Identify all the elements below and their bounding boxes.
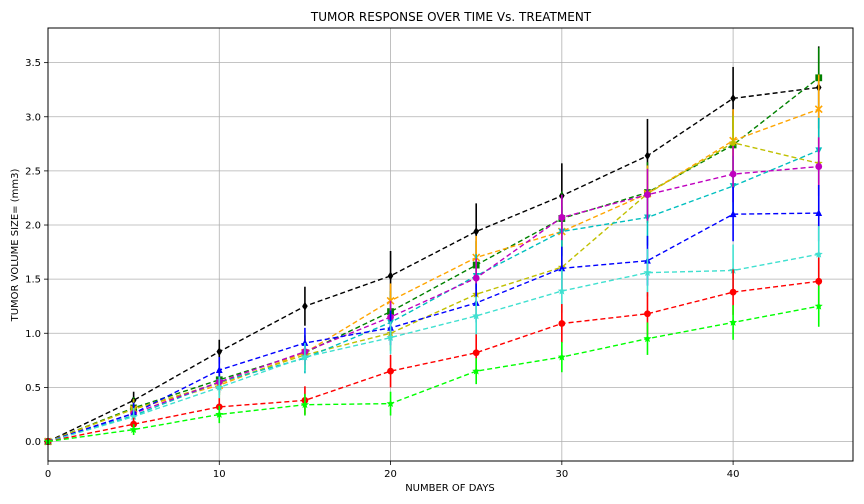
x-tick-label: 30 xyxy=(555,469,568,480)
series-line xyxy=(47,165,819,443)
series-line xyxy=(47,305,819,443)
data-point xyxy=(729,288,737,296)
data-point xyxy=(472,366,481,375)
data-point xyxy=(729,170,737,178)
data-point xyxy=(558,320,566,327)
data-point xyxy=(557,286,566,295)
data-point xyxy=(302,301,308,311)
data-point xyxy=(387,271,394,281)
series-line xyxy=(47,108,819,443)
data-point xyxy=(472,349,480,357)
x-tick-labels: 0 10 20 30 40 xyxy=(45,469,740,480)
data-point xyxy=(730,93,736,103)
series-9 xyxy=(44,285,823,445)
data-point xyxy=(215,366,223,373)
y-tick-label: 2.5 xyxy=(25,166,41,177)
data-point xyxy=(558,264,566,272)
data-point xyxy=(129,425,138,434)
series-1 xyxy=(44,47,823,445)
series-line xyxy=(47,149,820,443)
data-point xyxy=(558,214,566,221)
data-point xyxy=(643,268,652,277)
data-point xyxy=(386,399,395,408)
x-tick-label: 40 xyxy=(727,469,740,480)
data-point xyxy=(814,302,823,310)
series-line xyxy=(47,253,819,443)
y-tick-label: 1.0 xyxy=(25,329,41,340)
series-0 xyxy=(45,46,822,446)
data-point xyxy=(301,339,309,346)
data-point xyxy=(814,105,823,114)
data-point xyxy=(814,250,823,258)
data-point xyxy=(729,318,738,326)
series-line xyxy=(47,77,820,443)
data-point xyxy=(216,347,223,357)
data-point xyxy=(729,210,737,218)
data-point xyxy=(300,352,309,361)
x-tick-label: 0 xyxy=(45,469,51,480)
data-point xyxy=(387,367,394,375)
data-point xyxy=(815,209,823,217)
series-line xyxy=(47,212,819,443)
series-line xyxy=(47,142,819,443)
data-point xyxy=(472,311,481,320)
y-tick-label: 1.5 xyxy=(25,275,41,286)
data-point xyxy=(815,277,823,285)
data-point xyxy=(215,383,224,391)
y-tick-label: 3.0 xyxy=(25,112,41,123)
data-point xyxy=(557,352,566,361)
series-3 xyxy=(44,115,823,445)
series-4 xyxy=(44,117,823,446)
series-6 xyxy=(44,184,823,445)
x-axis-label: NUMBER OF DAYS xyxy=(405,483,495,494)
data-point xyxy=(215,410,224,418)
series-line xyxy=(47,280,819,443)
data-point xyxy=(815,163,823,170)
y-tick-label: 0.5 xyxy=(25,383,41,394)
x-tick-label: 20 xyxy=(384,469,397,480)
series-line xyxy=(47,86,819,443)
chart-title: TUMOR RESPONSE OVER TIME Vs. TREATMENT xyxy=(310,10,592,24)
series-7 xyxy=(44,226,823,445)
data-point xyxy=(644,151,651,161)
series-8 xyxy=(44,257,823,445)
data-point xyxy=(129,412,138,421)
data-point xyxy=(386,333,395,341)
data-point xyxy=(643,334,652,343)
y-axis-label: TUMOR VOLUME SIZE= (mm3) xyxy=(10,169,21,323)
y-tick-label: 2.0 xyxy=(25,221,41,232)
x-tick-label: 10 xyxy=(213,469,226,480)
plot-frame xyxy=(47,27,854,462)
data-point xyxy=(644,310,651,318)
series-2 xyxy=(44,74,823,446)
data-point xyxy=(473,227,479,236)
series-group xyxy=(44,46,823,446)
y-tick-label: 0.0 xyxy=(25,437,41,448)
data-point xyxy=(472,274,480,282)
y-tick-label: 3.5 xyxy=(25,58,41,69)
data-point xyxy=(644,191,651,199)
y-tick-labels: 0.0 0.5 1.0 1.5 2.0 2.5 3.0 3.5 xyxy=(25,58,41,448)
data-point xyxy=(729,138,738,147)
data-point xyxy=(300,400,309,409)
